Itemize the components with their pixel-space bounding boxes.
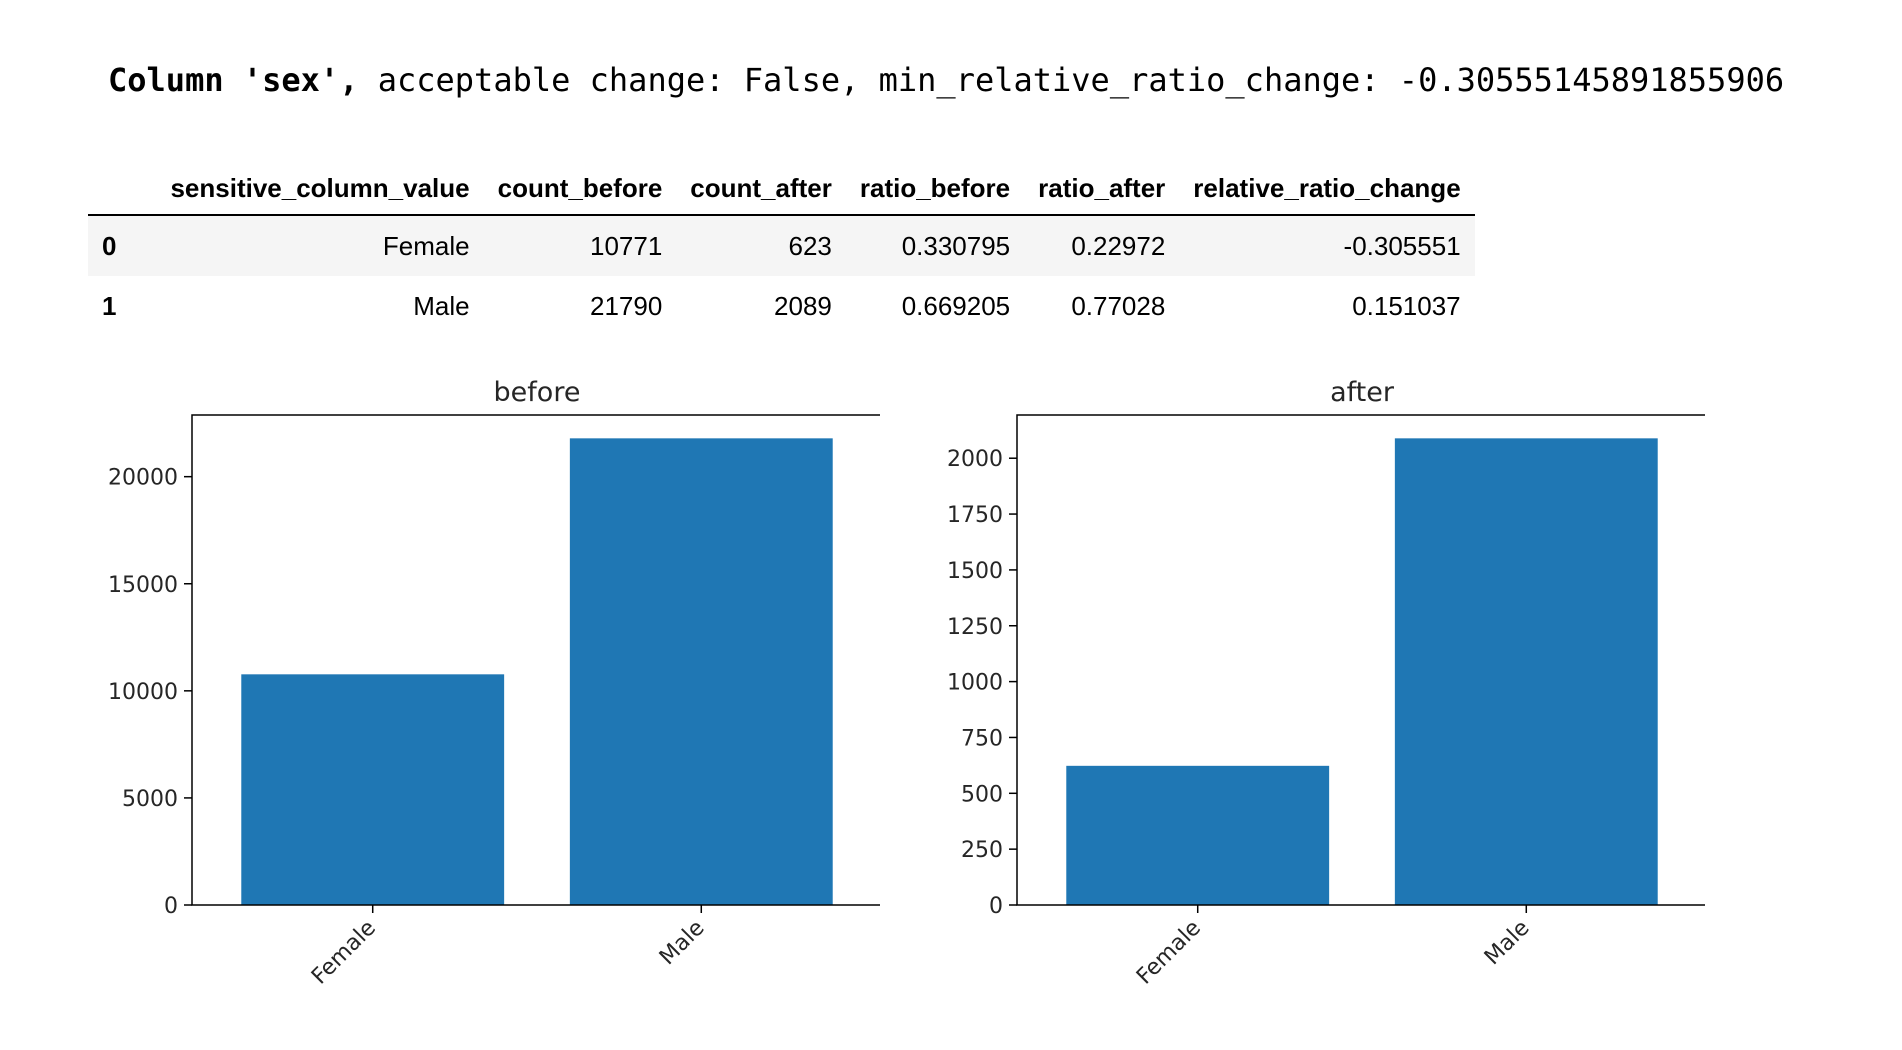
y-tick-label: 0	[164, 894, 178, 919]
after-bar-chart: after Female Male 0 250 500 750 1000 1250 1500 175…	[905, 370, 1708, 1015]
cell-relative-ratio-change: 0.151037	[1352, 290, 1461, 321]
row-index: 1	[102, 290, 117, 321]
chart-svg: after Female Male 0 250 500 750 1000 1250 1500 175…	[947, 377, 1708, 990]
column-header-ratio-before: ratio_before	[845, 162, 1025, 216]
y-tick-label: 5000	[122, 787, 178, 812]
table-header-row: sensitive_column_value count_before coun…	[88, 162, 1475, 216]
y-tick-label: 2000	[947, 447, 1003, 472]
y-tick-label: 1250	[947, 615, 1003, 640]
y-tick-label: 1000	[947, 671, 1003, 696]
cell-ratio-after: 0.77028	[1071, 290, 1166, 321]
y-tick-label: 1500	[947, 559, 1003, 584]
x-tick-label: Female	[1132, 916, 1206, 990]
bar-female	[1066, 765, 1330, 905]
cell-sensitive-value: Male	[413, 290, 470, 321]
cell-ratio-after: 0.22972	[1071, 230, 1166, 261]
y-tick-label: 1750	[947, 503, 1003, 528]
x-tick-label: Male	[1480, 916, 1535, 971]
x-tick-label: Female	[307, 916, 381, 990]
bar-male	[569, 438, 833, 905]
y-tick-label: 750	[961, 726, 1003, 751]
cell-ratio-before: 0.669205	[901, 290, 1011, 321]
y-tick-label: 15000	[108, 573, 178, 598]
cell-count-after: 623	[788, 230, 832, 261]
cell-relative-ratio-change: -0.305551	[1343, 230, 1461, 261]
column-header-count-before: count_before	[483, 162, 677, 216]
summary-column-label: Column 'sex',	[108, 61, 359, 99]
cell-count-before: 10771	[589, 230, 663, 261]
column-header-ratio-after: ratio_after	[1024, 162, 1180, 216]
column-header-relative-ratio-change: relative_ratio_change	[1179, 162, 1475, 216]
row-index: 0	[102, 230, 117, 261]
y-tick-label: 0	[989, 894, 1003, 919]
table-row: 0 Female 10771 623 0.330795 0.22972 -0.3…	[88, 215, 1475, 276]
bar-male	[1394, 438, 1658, 905]
summary-detail: acceptable change: False, min_relative_r…	[358, 61, 1785, 99]
y-tick-label: 20000	[108, 466, 178, 491]
y-tick-label: 10000	[108, 680, 178, 705]
ratio-table: sensitive_column_value count_before coun…	[88, 162, 1475, 336]
chart-svg: before Female Male 0 5000 10000 15000 20000	[108, 377, 883, 990]
column-header-sensitive-value: sensitive_column_value	[156, 162, 484, 216]
before-bar-chart: before Female Male 0 5000 10000 15000 20000	[80, 370, 883, 1015]
x-tick-label: Male	[655, 916, 710, 971]
summary-line: Column 'sex', acceptable change: False, …	[108, 60, 1784, 100]
cell-sensitive-value: Female	[382, 230, 470, 261]
column-header-index	[88, 162, 157, 216]
cell-count-before: 21790	[589, 290, 663, 321]
column-header-count-after: count_after	[676, 162, 846, 216]
y-tick-label: 500	[961, 782, 1003, 807]
table-row: 1 Male 21790 2089 0.669205 0.77028 0.151…	[88, 276, 1475, 336]
chart-title: before	[494, 377, 581, 408]
bar-female	[241, 674, 505, 905]
cell-ratio-before: 0.330795	[901, 230, 1011, 261]
chart-title: after	[1330, 377, 1395, 408]
y-tick-label: 250	[961, 838, 1003, 863]
cell-count-after: 2089	[774, 290, 832, 321]
